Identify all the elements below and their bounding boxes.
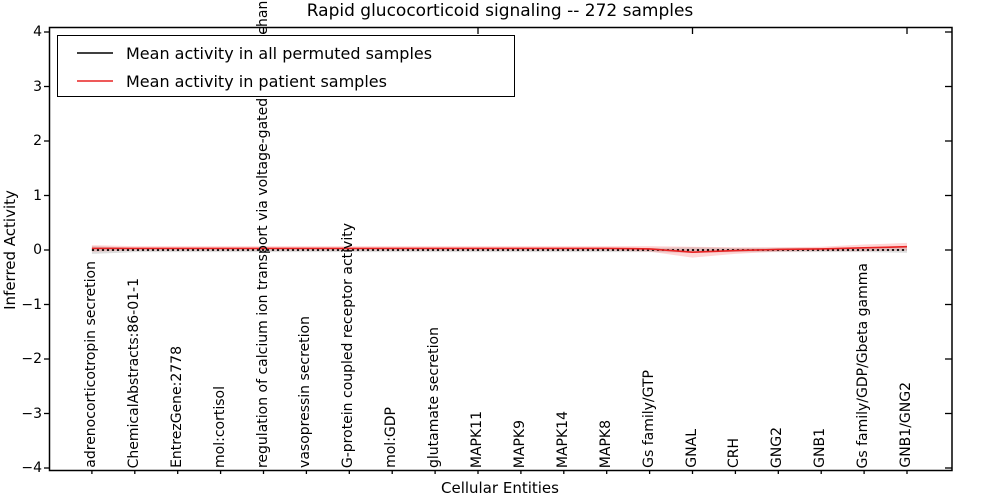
y-tick-label: −4 [21, 460, 42, 476]
x-category-label: glutamate secretion [426, 327, 443, 468]
y-tick-label: 2 [33, 133, 42, 149]
legend: Mean activity in all permuted samples Me… [57, 35, 515, 97]
legend-line-sample-permuted [77, 52, 113, 54]
x-category-label: EntrezGene:2778 [168, 346, 185, 468]
x-category-label: MAPK9 [511, 419, 528, 468]
legend-label-patient: Mean activity in patient samples [126, 71, 387, 91]
y-tick-label: 4 [33, 24, 42, 40]
legend-item-patient: Mean activity in patient samples [58, 69, 387, 93]
x-category-label: CRH [726, 437, 743, 468]
chart-title: Rapid glucocorticoid signaling -- 272 sa… [306, 1, 694, 21]
legend-line-sample-patient [77, 80, 113, 82]
y-tick-label: −3 [21, 405, 42, 422]
confidence-band [91, 242, 907, 258]
x-category-label: mol:GDP [383, 407, 400, 468]
x-category-label: mol:cortisol [211, 386, 228, 468]
x-category-label: GNB1/GNG2 [898, 382, 914, 468]
y-tick-label: −1 [21, 296, 42, 313]
x-category-label: Gs family/GTP [640, 370, 657, 468]
x-category-label: GNAL [683, 429, 700, 468]
plot-frame [48, 26, 953, 472]
x-category-label: MAPK8 [597, 419, 614, 468]
x-category-label: ChemicalAbstracts:86-01-1 [125, 277, 142, 468]
y-tick-label: 3 [33, 78, 42, 95]
x-category-label: GNB1 [812, 428, 829, 468]
x-category-label: GNG2 [769, 426, 786, 468]
x-category-label: MAPK14 [554, 410, 571, 468]
y-tick-label: 0 [33, 242, 42, 258]
x-category-label: MAPK11 [469, 410, 485, 468]
x-category-label: adrenocorticotropin secretion [82, 261, 99, 468]
x-category-label: G-protein coupled receptor activity [340, 222, 357, 468]
x-axis-label: Cellular Entities [441, 479, 559, 497]
x-category-label: vasopressin secretion [297, 316, 314, 468]
legend-label-permuted: Mean activity in all permuted samples [126, 43, 433, 63]
series-line [91, 245, 908, 253]
y-tick-label: −2 [21, 351, 42, 367]
x-category-label: Gs family/GDP/Gbeta gamma [855, 262, 872, 469]
y-tick-label: 1 [33, 187, 42, 204]
legend-item-permuted: Mean activity in all permuted samples [58, 41, 432, 65]
